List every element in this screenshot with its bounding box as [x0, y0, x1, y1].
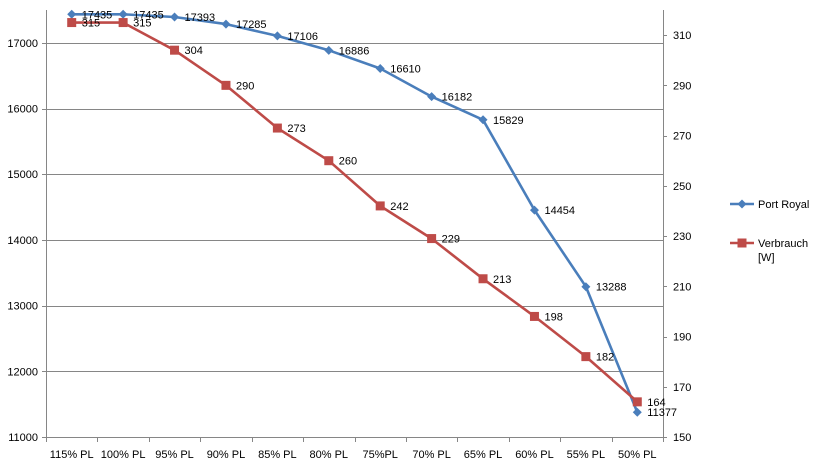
left-tick-label: 12000	[7, 366, 38, 378]
data-label: 17435	[82, 9, 113, 21]
data-point-marker	[221, 19, 231, 29]
data-label: 15829	[493, 115, 524, 127]
x-tick-label: 70% PL	[412, 449, 451, 461]
left-tick-label: 11000	[8, 432, 38, 444]
legend-label: Verbrauch	[758, 238, 808, 250]
x-tick-label: 80% PL	[310, 449, 349, 461]
x-tick-label: 115% PL	[50, 449, 94, 461]
data-point-marker	[67, 9, 77, 19]
left-tick-label: 14000	[7, 235, 38, 247]
legend-item-verbrauch: Verbrauch [W]	[730, 238, 808, 264]
data-label: 198	[544, 311, 562, 323]
legend-marker	[737, 238, 747, 248]
data-label: 164	[647, 397, 665, 409]
data-label: 229	[442, 234, 460, 246]
data-label: 16886	[339, 45, 370, 57]
x-tick-label: 90% PL	[207, 449, 246, 461]
data-point-marker	[170, 12, 180, 22]
data-label: 304	[185, 45, 203, 57]
data-point-marker	[581, 282, 591, 292]
data-label: 11377	[647, 407, 677, 419]
data-label: 273	[287, 123, 305, 135]
data-label: 213	[493, 274, 511, 286]
left-tick-label: 13000	[7, 301, 38, 313]
data-label: 17285	[236, 19, 267, 31]
data-label: 16610	[390, 63, 421, 75]
axes	[42, 10, 667, 438]
data-point-marker	[632, 397, 642, 407]
right-tick-label: 230	[673, 231, 691, 243]
x-tick-label: 65% PL	[464, 449, 503, 461]
data-point-marker	[478, 115, 488, 125]
legend-item-port-royal: Port Royal	[730, 199, 809, 211]
right-tick-label: 290	[673, 80, 691, 92]
x-tick-label: 95% PL	[155, 449, 194, 461]
gridlines	[46, 43, 663, 372]
x-tick-label: 50% PL	[618, 449, 657, 461]
data-point-marker	[170, 45, 180, 55]
legend-label: Port Royal	[758, 199, 809, 211]
x-axis-ticks: 115% PL 100% PL 95% PL 90% PL 85% PL 80% PL 75…	[46, 437, 664, 461]
x-tick-label: 85% PL	[258, 449, 297, 461]
left-tick-label: 15000	[7, 169, 38, 181]
data-label: 290	[236, 80, 254, 92]
data-label: 182	[596, 352, 614, 364]
data-point-marker	[324, 156, 334, 166]
x-tick-label: 100% PL	[101, 449, 146, 461]
data-point-marker	[581, 352, 591, 362]
data-label: 14454	[544, 205, 575, 217]
data-label: 242	[390, 201, 408, 213]
data-label: 13288	[596, 282, 627, 294]
legend-marker	[737, 199, 747, 209]
data-point-marker	[375, 201, 385, 211]
series-line	[71, 21, 639, 403]
data-point-marker	[67, 18, 77, 28]
left-tick-label: 17000	[7, 38, 38, 50]
legend: Port Royal Verbrauch [W]	[730, 199, 809, 264]
right-tick-label: 310	[673, 30, 691, 42]
data-label: 17393	[185, 12, 216, 24]
series-verbrauch: 315 315 304 290 273 260 242 229 213 198 182 164	[67, 18, 666, 409]
data-label: 315	[82, 18, 100, 30]
data-point-marker	[221, 80, 231, 90]
data-point-marker	[529, 205, 539, 215]
series-port-royal: 17435 17435 17393 17285 17106 16886 16610 16182…	[67, 9, 677, 419]
x-tick-label: 55% PL	[567, 449, 606, 461]
data-point-marker	[375, 63, 385, 73]
data-point-marker	[632, 407, 642, 417]
series-layer: 17435 17435 17393 17285 17106 16886 16610 16182…	[67, 9, 677, 419]
series-line	[71, 13, 639, 413]
data-label: 17435	[133, 9, 164, 21]
right-tick-label: 170	[673, 382, 691, 394]
data-point-marker	[272, 123, 282, 133]
data-point-marker	[324, 45, 334, 55]
data-point-marker	[272, 31, 282, 41]
legend-label: [W]	[758, 252, 775, 264]
data-point-marker	[427, 234, 437, 244]
data-point-marker	[118, 9, 128, 19]
data-point-marker	[478, 274, 488, 284]
x-tick-label: 75%PL	[362, 449, 397, 461]
data-point-marker	[427, 92, 437, 102]
right-axis-ticks: 150 170 190 210 230 250 270 290 310	[663, 30, 691, 444]
left-axis-ticks: 11000 12000 13000 14000 15000 16000 17000	[7, 38, 46, 444]
right-tick-label: 210	[673, 281, 691, 293]
right-tick-label: 270	[673, 131, 691, 143]
data-point-marker	[529, 311, 539, 321]
data-label: 260	[339, 156, 357, 168]
data-label: 315	[133, 18, 151, 30]
right-tick-label: 250	[673, 181, 691, 193]
right-tick-label: 190	[673, 332, 691, 344]
data-label: 16182	[442, 92, 473, 104]
data-label: 17106	[287, 31, 318, 43]
left-tick-label: 16000	[7, 104, 38, 116]
right-tick-label: 150	[673, 432, 691, 444]
x-tick-label: 60% PL	[515, 449, 554, 461]
data-point-marker	[118, 18, 128, 28]
